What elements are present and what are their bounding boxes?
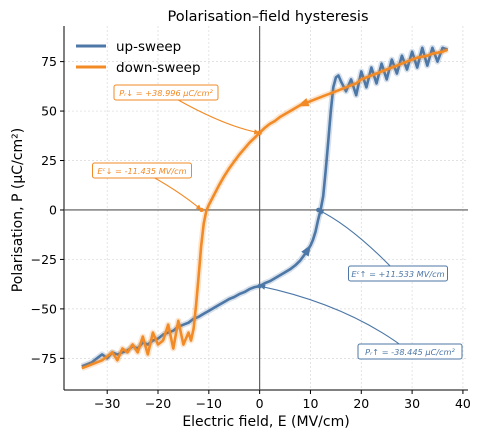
y-tick-label: 75: [41, 54, 57, 69]
annotation-point: [257, 283, 262, 289]
annotation-box: [348, 265, 448, 282]
y-tick-label: −25: [31, 252, 57, 267]
annotation-box: [113, 84, 219, 101]
x-tick-label: 20: [353, 396, 369, 411]
grid-layer: [64, 26, 468, 390]
y-tick-label: 0: [49, 202, 57, 217]
y-tick-label: 25: [41, 153, 57, 168]
chart-title: Polarisation–field hysteresis: [168, 9, 369, 25]
series-line-down-sweep: [81, 48, 449, 370]
annotation-label: Pᵣ↓ = +38.996 μC/cm²: [119, 88, 213, 98]
legend: up-sweep down-sweep: [76, 39, 201, 76]
x-tick-label: −10: [196, 396, 222, 411]
x-axis-label: Electric field, E (MV/cm): [182, 414, 349, 430]
legend-label-up-sweep: up-sweep: [116, 39, 181, 55]
down-sweep-direction-arrow: [297, 98, 310, 107]
annotation-label: Eᶜ↑ = +11.533 MV/cm: [351, 269, 444, 279]
annotation-connector: [259, 285, 411, 353]
annotation-label: Eᶜ↓ = -11.435 MV/cm: [97, 166, 186, 176]
up-sweep-direction-arrow: [301, 244, 311, 257]
series-line-up-sweep: [81, 46, 449, 368]
x-tick-label: −20: [145, 396, 171, 411]
annotation-point: [316, 207, 321, 213]
annotation-layer: Pᵣ↓ = +38.996 μC/cm² Eᶜ↓ = -11.435 MV/cm E…: [92, 84, 463, 360]
series-layer: [80, 44, 449, 372]
annotation-1: Pᵣ↓ = +38.996 μC/cm²: [113, 84, 262, 136]
x-tick-label: −30: [94, 396, 120, 411]
x-tick-label: 0: [256, 396, 264, 411]
y-tick-label: −75: [31, 351, 57, 366]
annotation-box: [92, 162, 192, 179]
annotation-point: [257, 130, 262, 136]
annotation-point: [199, 207, 204, 213]
annotation-4: Pᵣ↑ = -38.445 μC/cm²: [257, 283, 463, 360]
annotation-2: Eᶜ↓ = -11.435 MV/cm: [92, 162, 204, 213]
x-tick-label: 30: [404, 396, 420, 411]
annotation-box: [357, 343, 463, 360]
x-tick-label: 10: [303, 396, 319, 411]
annotation-label: Pᵣ↑ = -38.445 μC/cm²: [365, 347, 455, 357]
annotation-3: Eᶜ↑ = +11.533 MV/cm: [316, 207, 448, 282]
y-tick-label: −50: [31, 301, 57, 316]
axes-layer: −30 −20 −10 0 10 20 30 40 −75 −50 −25 0 25 50 75: [31, 26, 471, 411]
x-tick-label: 40: [455, 396, 471, 411]
y-axis-label: Polarisation, P (μC/cm²): [10, 128, 26, 292]
annotation-connector: [318, 209, 399, 275]
y-tick-label: 50: [41, 104, 57, 119]
legend-label-down-sweep: down-sweep: [116, 60, 201, 76]
